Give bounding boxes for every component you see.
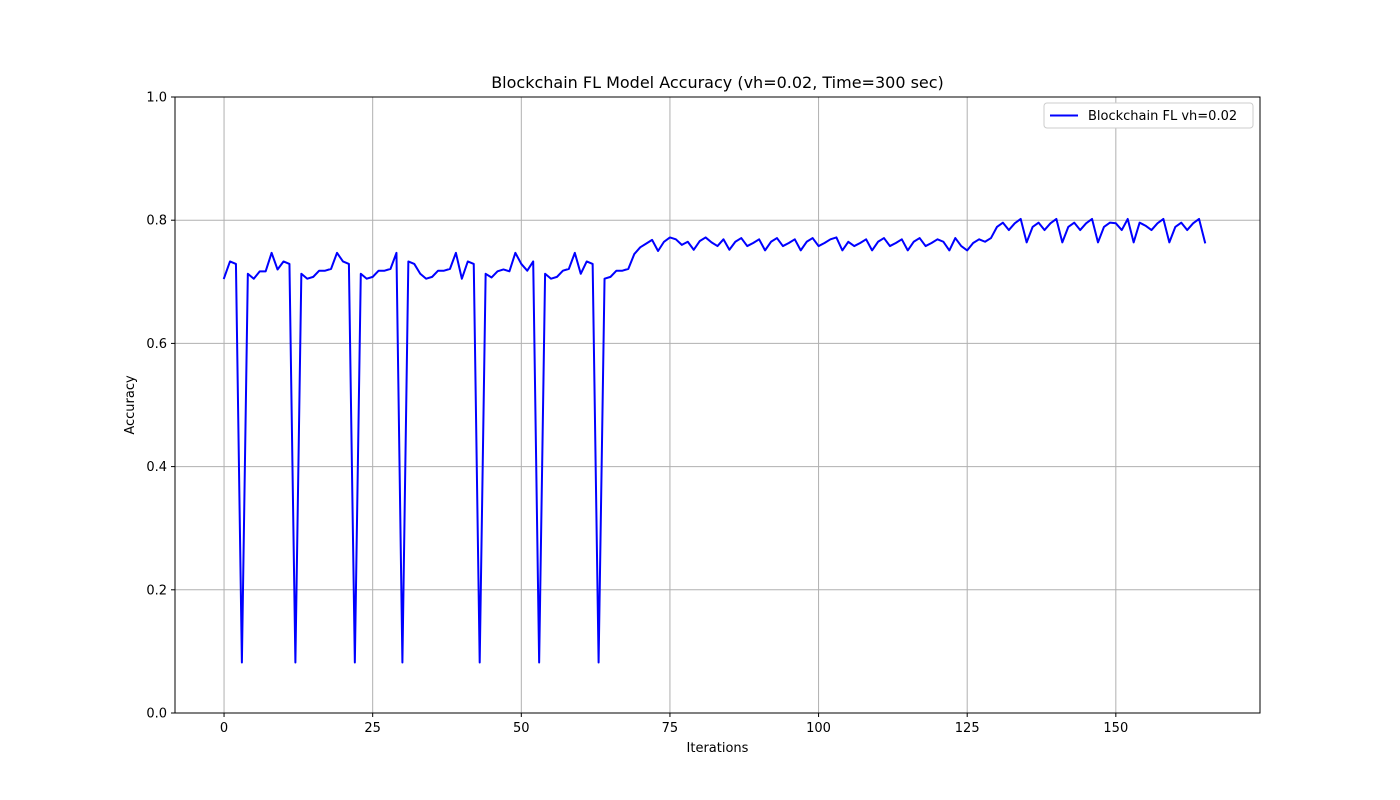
- x-tick-label: 100: [806, 721, 831, 736]
- x-tick-label: 25: [364, 721, 381, 736]
- legend-box: [1043, 102, 1254, 129]
- x-axis-ticks: 0 25 50 75 100 125 150: [220, 713, 1128, 736]
- x-tick-label: 0: [220, 721, 228, 736]
- plot-frame: [174, 96, 1261, 714]
- series-line-accuracy: [222, 217, 1207, 664]
- y-tick-label: 0.4: [146, 460, 167, 475]
- legend: Blockchain FL vh=0.02: [1043, 102, 1254, 129]
- x-tick-label: 150: [1103, 721, 1128, 736]
- y-tick-label: 0.2: [146, 583, 167, 598]
- x-axis-label: Iterations: [687, 741, 749, 756]
- y-tick-label: 0.8: [146, 214, 167, 229]
- y-axis-label: Accuracy: [123, 375, 138, 435]
- x-tick-label: 125: [955, 721, 980, 736]
- y-tick-label: 0.6: [146, 337, 167, 352]
- series-layer: [222, 217, 1207, 664]
- x-tick-label: 50: [513, 721, 530, 736]
- y-axis-ticks: 0.0 0.2 0.4 0.6 0.8 1.0: [146, 91, 175, 722]
- x-tick-label: 75: [662, 721, 679, 736]
- y-tick-label: 1.0: [146, 91, 167, 106]
- y-tick-label: 0.0: [146, 707, 167, 722]
- legend-label: Blockchain FL vh=0.02: [1088, 109, 1237, 124]
- chart-title: Blockchain FL Model Accuracy (vh=0.02, T…: [491, 73, 944, 92]
